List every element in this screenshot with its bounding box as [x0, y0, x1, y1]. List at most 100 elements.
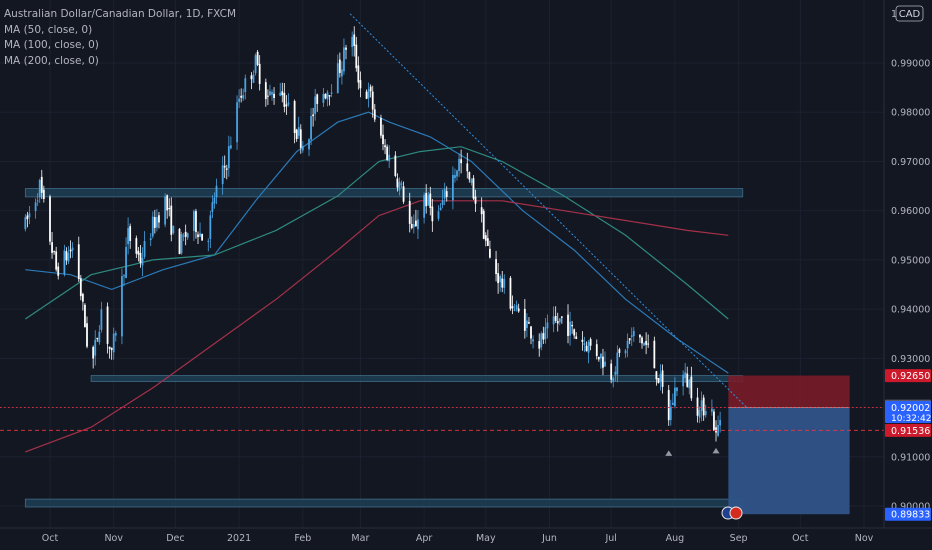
- candle-body-181: [544, 327, 547, 340]
- time-tick-6: Apr: [416, 533, 433, 544]
- candle-body-6: [40, 176, 43, 193]
- price-tick-1: 0.91000: [891, 452, 930, 463]
- candle-body-72: [229, 145, 232, 149]
- candle-body-128: [394, 155, 397, 176]
- candle-body-61: [199, 233, 201, 237]
- candle-body-95: [297, 127, 300, 136]
- candle-body-58: [192, 211, 195, 231]
- time-axis[interactable]: Oct Nov Dec 2021 Feb Mar Apr May Jun Jul Aug Sep Oct…: [0, 527, 932, 550]
- take-profit-zone[interactable]: [728, 407, 850, 515]
- annotation-lines: [0, 13, 884, 431]
- candle-body-127: [388, 154, 391, 162]
- candle-body-179: [540, 333, 543, 348]
- candle-body-5: [38, 180, 41, 198]
- candle-body-67: [215, 185, 218, 198]
- indicator-ma200[interactable]: MA (200, close, 0): [4, 54, 99, 67]
- candle-body-64: [209, 215, 212, 239]
- candle-body-24: [94, 339, 97, 356]
- candle-body-138: [423, 194, 426, 218]
- candle-body-233: [696, 397, 699, 416]
- candle-body-2: [28, 213, 31, 218]
- candle-body-132: [402, 186, 405, 202]
- candle-body-88: [279, 92, 282, 96]
- line-price-label-bg: [885, 423, 931, 437]
- candle-body-37: [129, 226, 132, 241]
- candle-body-185: [556, 321, 559, 324]
- candle-body-111: [343, 47, 345, 72]
- price-axis[interactable]: 0.900000.910000.920000.930000.940000.950…: [883, 0, 932, 550]
- long-position-tool[interactable]: [728, 375, 850, 515]
- candle-body-175: [528, 322, 530, 324]
- candle-body-62: [201, 233, 204, 241]
- time-tick-12: Oct: [792, 533, 809, 544]
- candle-body-218: [653, 340, 656, 369]
- last-price-label-countdown: 10:32:42: [891, 414, 931, 424]
- trendline: [349, 13, 748, 408]
- candle-body-184: [554, 315, 557, 321]
- ma-line-2: [25, 200, 729, 453]
- candle-body-217: [647, 343, 650, 345]
- support-zone-0927: [90, 375, 744, 382]
- candle-body-182: [546, 322, 549, 329]
- candle-body-103: [322, 93, 325, 103]
- candle-body-81: [256, 51, 259, 65]
- candle-body-117: [359, 80, 362, 89]
- candle-body-11: [55, 251, 58, 270]
- candle-body-48: [164, 196, 167, 225]
- candle-body-31: [112, 333, 115, 353]
- candle-body-38: [135, 238, 138, 254]
- candle-body-141: [429, 193, 432, 208]
- time-axis-bg: [0, 528, 932, 550]
- candle-body-241: [717, 425, 719, 436]
- candle-body-229: [684, 372, 687, 379]
- candle-body-192: [575, 336, 578, 340]
- indicator-ma100[interactable]: MA (100, close, 0): [4, 39, 99, 51]
- candle-body-213: [639, 334, 641, 338]
- candle-body-116: [357, 65, 360, 83]
- candle-body-158: [480, 207, 483, 215]
- currency-badge-text: CAD: [899, 9, 921, 20]
- candle-body-122: [373, 109, 376, 120]
- candle-body-236: [702, 397, 705, 416]
- candle-body-225: [671, 402, 674, 406]
- candle-body-98: [308, 139, 310, 150]
- candles: [24, 26, 722, 442]
- candle-body-153: [466, 163, 469, 172]
- price-tick-0: 0.90000: [891, 502, 930, 513]
- stop-loss-zone[interactable]: [728, 375, 850, 408]
- indicator-ma50[interactable]: MA (50, close, 0): [4, 23, 93, 36]
- currency-badge[interactable]: CAD: [895, 5, 924, 22]
- candle-body-68: [221, 165, 224, 185]
- candle-body-164: [497, 273, 500, 284]
- candle-body-69: [223, 165, 226, 168]
- price-tick-4: 0.94000: [891, 305, 930, 316]
- price-labels: 0.926500.920300.9200210:32:420.915360.89…: [885, 369, 931, 521]
- candle-body-215: [643, 342, 645, 346]
- candle-body-154: [468, 172, 471, 180]
- candle-body-43: [149, 238, 152, 241]
- candle-body-156: [472, 178, 475, 199]
- flag-icon[interactable]: [721, 506, 743, 520]
- candle-body-85: [269, 91, 271, 96]
- candle-body-7: [42, 189, 45, 199]
- moving-averages: [24, 111, 729, 453]
- candle-body-206: [616, 352, 619, 375]
- candle-body-39: [137, 250, 140, 255]
- candle-body-83: [264, 82, 267, 100]
- candle-body-52: [172, 225, 175, 234]
- last-price-label: 0.92002: [891, 403, 930, 414]
- target-zone-090: [24, 498, 744, 508]
- symbol-title[interactable]: Australian Dollar/Canadian Dollar, 1D, F…: [4, 8, 237, 20]
- time-tick-13: Nov: [855, 533, 874, 544]
- candle-body-193: [581, 339, 584, 342]
- candle-body-211: [630, 335, 633, 337]
- candle-body-3: [34, 202, 37, 212]
- candle-body-113: [351, 36, 354, 48]
- time-tick-5: Mar: [351, 533, 369, 544]
- candle-body-110: [340, 69, 343, 77]
- candle-body-125: [384, 145, 386, 148]
- candle-body-13: [63, 250, 66, 275]
- candle-body-25: [96, 337, 99, 340]
